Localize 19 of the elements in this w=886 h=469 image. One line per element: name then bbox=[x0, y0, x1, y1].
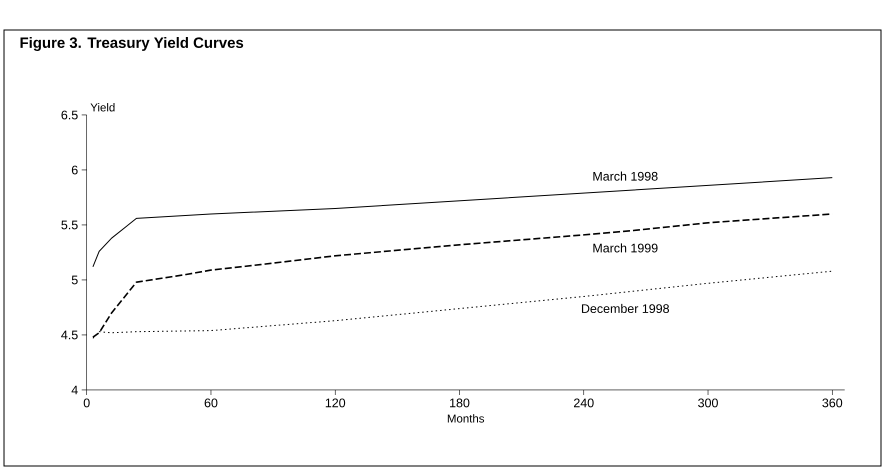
y-tick-label: 4 bbox=[72, 386, 78, 394]
y-tick-label: 6.5 bbox=[62, 110, 78, 120]
chart-title: Figure 3. Treasury Yield Curves bbox=[20, 36, 244, 51]
y-tick-label: 4.5 bbox=[61, 330, 78, 340]
x-tick-label: 300 bbox=[698, 398, 718, 408]
x-tick-label: 180 bbox=[450, 398, 470, 408]
series-label: December 1998 bbox=[582, 304, 670, 314]
y-tick-label: 6 bbox=[72, 166, 78, 174]
y-tick-label: 5.5 bbox=[61, 220, 78, 230]
x-tick-label: 0 bbox=[84, 398, 90, 408]
x-tick-label: 120 bbox=[326, 398, 346, 408]
series-label: March 1998 bbox=[593, 172, 658, 181]
x-axis-title: Months bbox=[448, 414, 484, 423]
x-tick-label: 240 bbox=[574, 398, 594, 408]
x-tick-label: 360 bbox=[822, 398, 842, 408]
series-label: March 1999 bbox=[593, 243, 658, 252]
y-axis-title: Yield bbox=[90, 103, 115, 112]
x-tick-label: 60 bbox=[204, 398, 218, 408]
y-tick-label: 5 bbox=[72, 276, 78, 284]
